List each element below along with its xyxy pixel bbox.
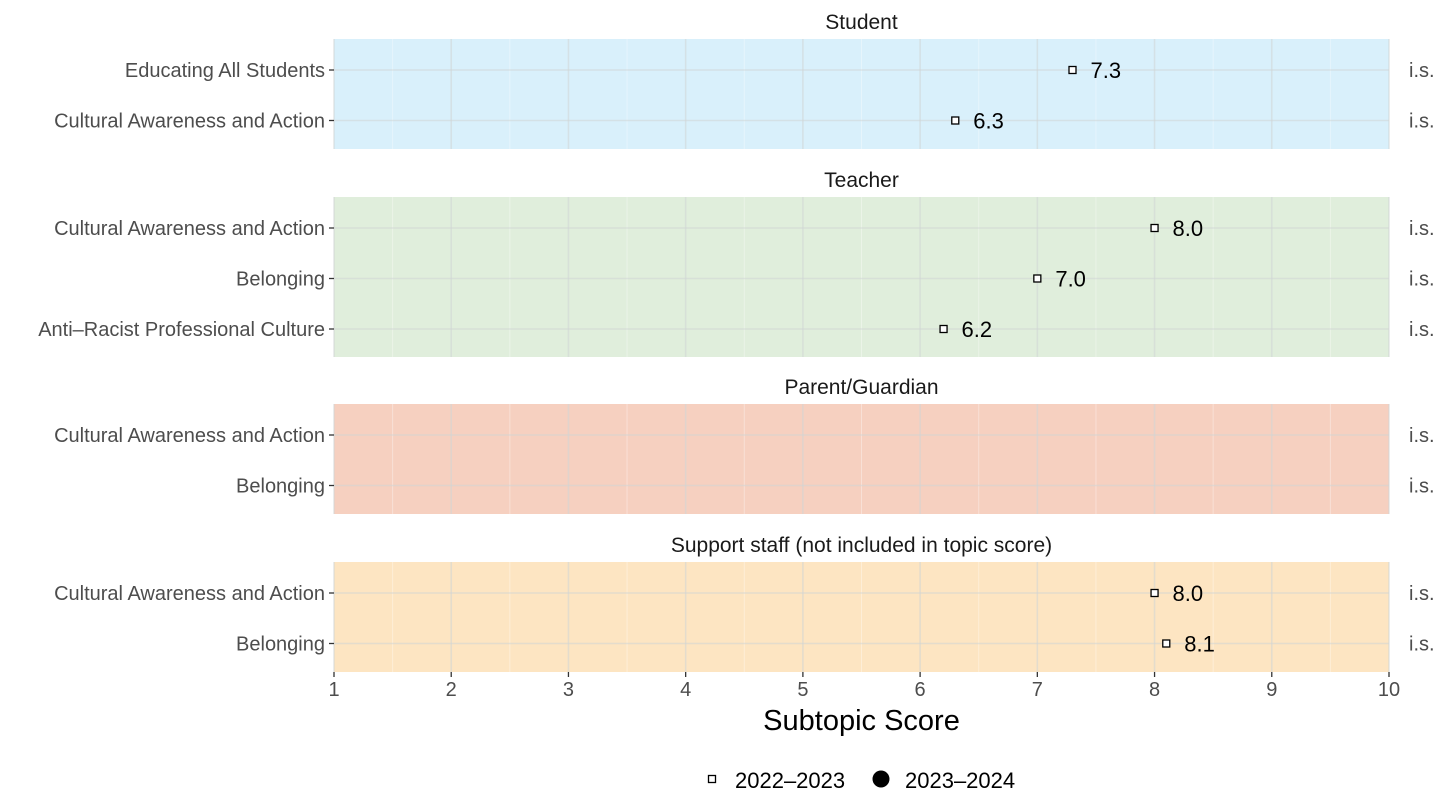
status-label: i.s. [1409,111,1435,133]
row-label: Cultural Awareness and Action [54,111,325,133]
x-tick-label: 1 [328,679,339,701]
x-tick-label: 3 [563,679,574,701]
value-label: 8.0 [1173,216,1204,241]
panel-background [334,197,1389,357]
status-label: i.s. [1409,476,1435,498]
point-2022-2023 [951,116,960,125]
legend-label-2022-2023: 2022–2023 [735,768,845,793]
x-tick-label: 5 [797,679,808,701]
panel-title: Parent/Guardian [784,376,938,399]
point-2022-2023 [1068,65,1077,75]
value-label: 7.3 [1091,58,1122,83]
x-tick-label: 7 [1032,679,1043,701]
point-2022-2023 [939,324,948,334]
x-axis-title: Subtopic Score [763,705,960,737]
point-2022-2023 [1150,223,1159,233]
panel-background [334,404,1389,514]
x-tick-label: 4 [680,679,691,701]
value-label: 8.1 [1184,632,1215,657]
point-2022-2023 [1033,274,1042,283]
panel-title: Teacher [824,169,899,192]
panel-title: Support staff (not included in topic sco… [671,534,1052,557]
row-label: Belonging [236,634,325,656]
status-label: i.s. [1409,634,1435,656]
point-2022-2023 [1150,588,1159,598]
value-label: 6.3 [973,109,1004,134]
row-label: Belonging [236,476,325,498]
row-label: Belonging [236,269,325,291]
x-tick-label: 10 [1378,679,1400,701]
status-label: i.s. [1409,60,1435,82]
row-label: Anti–Racist Professional Culture [38,319,325,341]
row-label: Cultural Awareness and Action [54,218,325,240]
legend-marker-2023-2024 [872,770,890,788]
row-label: Educating All Students [125,60,325,82]
status-label: i.s. [1409,319,1435,341]
row-label: Cultural Awareness and Action [54,583,325,605]
point-2022-2023 [1162,639,1171,648]
legend-marker-2022-2023 [707,774,717,784]
panel-title: Student [825,11,898,34]
panel-background [334,562,1389,672]
status-label: i.s. [1409,583,1435,605]
x-tick-label: 8 [1149,679,1160,701]
x-tick-label: 9 [1266,679,1277,701]
value-label: 7.0 [1055,267,1086,292]
status-label: i.s. [1409,269,1435,291]
legend-label-2023-2024: 2023–2024 [905,768,1015,793]
value-label: 8.0 [1173,581,1204,606]
x-tick-label: 2 [446,679,457,701]
status-label: i.s. [1409,425,1435,447]
value-label: 6.2 [962,317,993,342]
x-tick-label: 6 [915,679,926,701]
panel-background [334,39,1389,149]
status-label: i.s. [1409,218,1435,240]
row-label: Cultural Awareness and Action [54,425,325,447]
